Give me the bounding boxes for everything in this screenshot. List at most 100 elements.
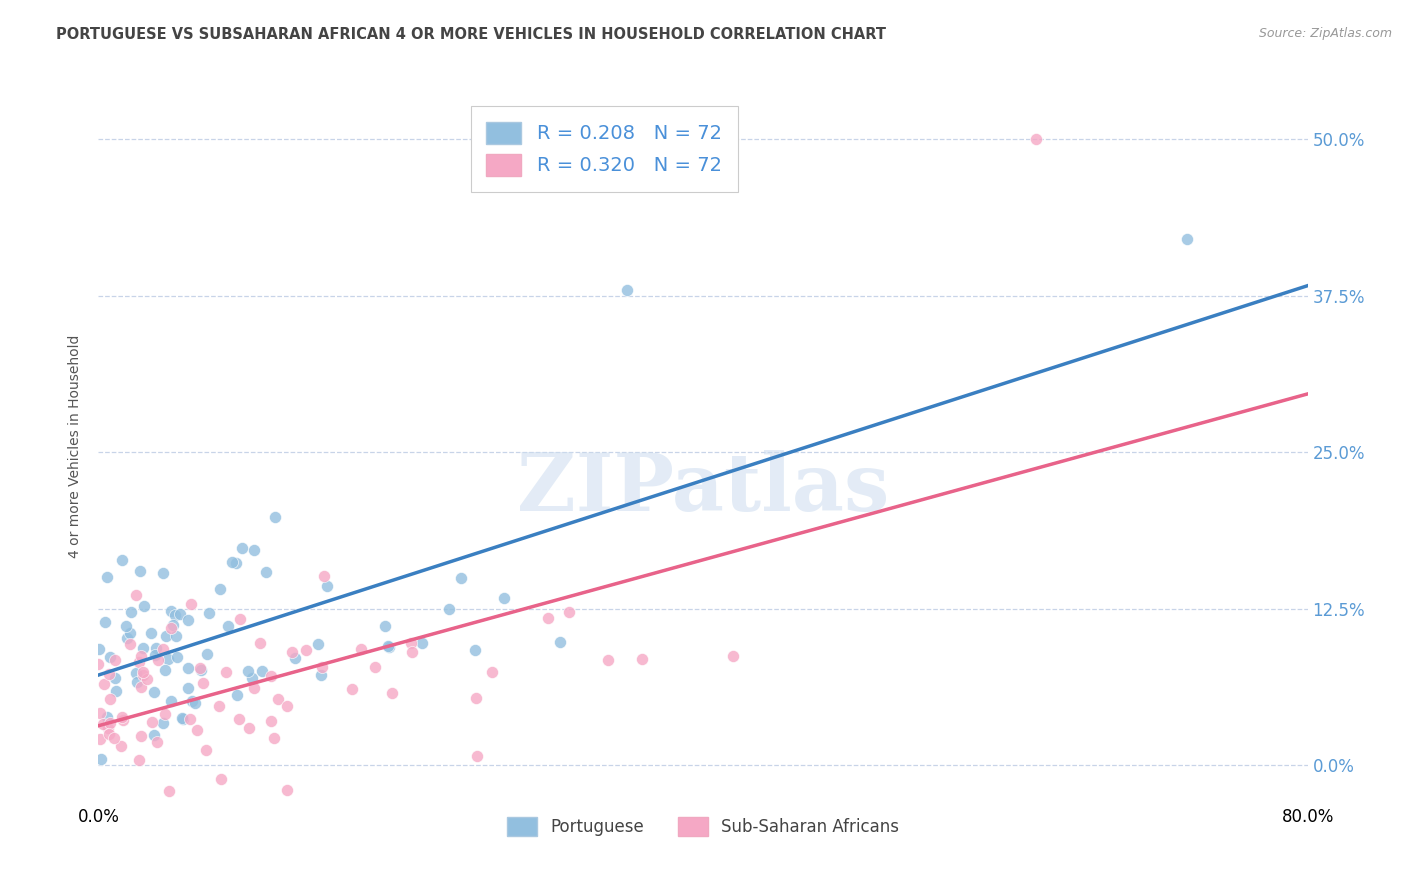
Point bbox=[145, 640, 167, 655]
Point bbox=[537, 611, 560, 625]
Point bbox=[115, 618, 138, 632]
Point bbox=[492, 591, 515, 605]
Point bbox=[1175, 232, 1198, 246]
Point bbox=[295, 643, 318, 657]
Point bbox=[104, 653, 127, 667]
Point bbox=[179, 712, 201, 726]
Point bbox=[143, 648, 166, 662]
Point bbox=[169, 607, 191, 621]
Point bbox=[111, 710, 134, 724]
Point bbox=[378, 640, 401, 654]
Point bbox=[177, 613, 200, 627]
Point bbox=[236, 664, 259, 678]
Point bbox=[120, 625, 142, 640]
Point bbox=[598, 653, 620, 667]
Point bbox=[221, 555, 243, 569]
Point bbox=[207, 699, 229, 714]
Point bbox=[128, 655, 150, 669]
Point bbox=[127, 675, 149, 690]
Point bbox=[87, 657, 110, 672]
Point bbox=[152, 642, 174, 657]
Point bbox=[145, 735, 167, 749]
Point bbox=[98, 649, 121, 664]
Point bbox=[91, 717, 114, 731]
Point bbox=[155, 706, 177, 721]
Point bbox=[157, 784, 180, 798]
Point bbox=[267, 691, 290, 706]
Point bbox=[159, 621, 181, 635]
Point bbox=[131, 665, 153, 680]
Point bbox=[381, 686, 404, 700]
Point bbox=[152, 566, 174, 581]
Point bbox=[249, 636, 271, 650]
Point bbox=[350, 642, 373, 657]
Point bbox=[631, 652, 654, 666]
Point bbox=[128, 753, 150, 767]
Point bbox=[143, 729, 166, 743]
Point bbox=[181, 694, 204, 708]
Point bbox=[132, 599, 155, 613]
Point bbox=[263, 731, 285, 746]
Point bbox=[152, 715, 174, 730]
Point bbox=[111, 553, 134, 567]
Point bbox=[186, 723, 208, 737]
Point bbox=[401, 644, 423, 658]
Point bbox=[214, 665, 236, 679]
Point bbox=[260, 669, 283, 683]
Point bbox=[129, 649, 152, 664]
Point bbox=[311, 660, 333, 674]
Point bbox=[616, 283, 638, 297]
Point bbox=[225, 556, 247, 570]
Point bbox=[307, 637, 329, 651]
Point bbox=[96, 721, 118, 735]
Point bbox=[309, 668, 332, 682]
Point bbox=[96, 570, 118, 584]
Point bbox=[157, 651, 180, 665]
Point bbox=[141, 714, 163, 729]
Point bbox=[146, 652, 169, 666]
Point bbox=[104, 671, 127, 685]
Point bbox=[243, 543, 266, 558]
Point bbox=[284, 651, 307, 665]
Point bbox=[364, 659, 387, 673]
Point bbox=[87, 641, 110, 656]
Point bbox=[172, 711, 194, 725]
Point bbox=[231, 541, 253, 556]
Point bbox=[183, 696, 205, 710]
Point bbox=[120, 637, 142, 651]
Point bbox=[465, 690, 488, 705]
Point bbox=[242, 681, 264, 695]
Point bbox=[340, 681, 363, 696]
Point bbox=[136, 673, 159, 687]
Point bbox=[314, 568, 336, 582]
Point bbox=[195, 742, 218, 756]
Point bbox=[190, 663, 212, 677]
Point bbox=[558, 605, 581, 619]
Point bbox=[439, 602, 461, 616]
Point bbox=[96, 710, 118, 724]
Point bbox=[124, 589, 146, 603]
Point bbox=[229, 611, 252, 625]
Point bbox=[132, 667, 155, 681]
Point bbox=[98, 727, 121, 741]
Point bbox=[177, 681, 200, 695]
Point bbox=[377, 639, 399, 653]
Text: ZIPatlas: ZIPatlas bbox=[517, 450, 889, 528]
Point bbox=[97, 667, 120, 681]
Point bbox=[104, 683, 127, 698]
Point bbox=[467, 749, 489, 764]
Point bbox=[180, 597, 202, 611]
Point bbox=[315, 579, 337, 593]
Point bbox=[259, 714, 281, 728]
Point bbox=[163, 607, 186, 622]
Point bbox=[281, 645, 304, 659]
Text: Source: ZipAtlas.com: Source: ZipAtlas.com bbox=[1258, 27, 1392, 40]
Point bbox=[374, 619, 396, 633]
Point bbox=[228, 712, 250, 726]
Point bbox=[177, 661, 200, 675]
Point bbox=[276, 698, 298, 713]
Point bbox=[103, 731, 125, 746]
Point bbox=[209, 582, 232, 597]
Point bbox=[721, 649, 744, 664]
Point bbox=[153, 663, 176, 677]
